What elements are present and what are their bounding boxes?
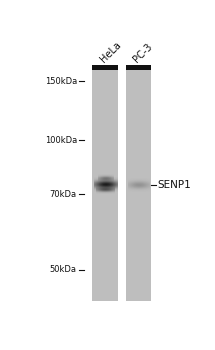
Text: 70kDa: 70kDa <box>50 190 77 199</box>
Text: PC-3: PC-3 <box>131 42 154 65</box>
Bar <box>126 66 151 301</box>
Text: HeLa: HeLa <box>98 40 123 65</box>
Bar <box>92 66 118 301</box>
Text: SENP1: SENP1 <box>158 180 191 190</box>
Text: 50kDa: 50kDa <box>50 265 77 274</box>
Text: 100kDa: 100kDa <box>45 136 77 145</box>
Text: 150kDa: 150kDa <box>45 77 77 86</box>
Bar <box>126 65 151 70</box>
Bar <box>92 65 118 70</box>
